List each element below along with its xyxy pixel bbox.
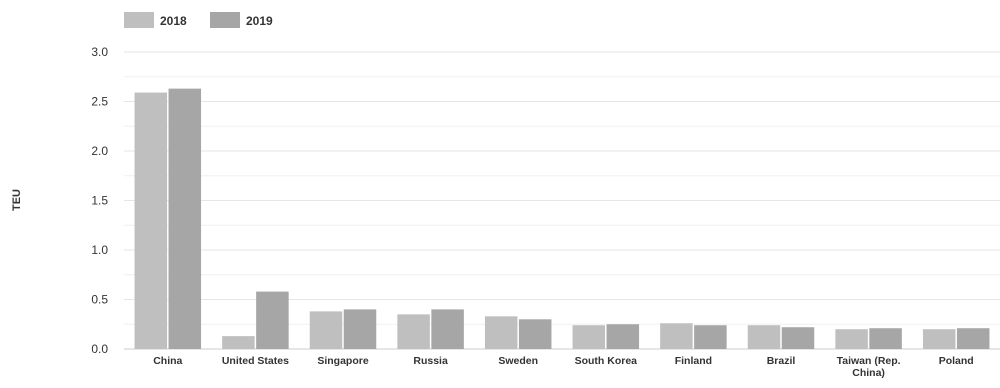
bar-2019-china[interactable]	[168, 88, 202, 349]
bar-2019-united-states[interactable]	[256, 291, 289, 349]
legend-swatch	[210, 12, 240, 28]
legend[interactable]: 2018 2019	[124, 12, 273, 28]
bar-2018-taiwan-rep-china[interactable]	[835, 329, 868, 349]
bar-2018-poland[interactable]	[922, 329, 956, 349]
x-tick-label: Finland	[675, 355, 712, 367]
bar-2019-poland[interactable]	[956, 328, 990, 349]
x-tick-label: Taiwan (Rep. China)	[837, 355, 901, 379]
bar-2018-russia[interactable]	[397, 314, 430, 349]
bar-2019-singapore[interactable]	[343, 309, 377, 349]
bars	[134, 88, 990, 349]
x-tick-label: China	[153, 355, 182, 367]
x-tick-label: South Korea	[575, 355, 638, 367]
bar-2018-south-korea[interactable]	[572, 325, 606, 349]
bar-2018-sweden[interactable]	[484, 316, 518, 349]
bar-2018-china[interactable]	[134, 92, 168, 349]
x-tick-label: Poland	[939, 355, 974, 367]
grid-layer	[124, 51, 1000, 350]
x-tick-label: Russia	[413, 355, 448, 367]
bar-2019-finland[interactable]	[694, 325, 727, 349]
y-tick-label: 2.5	[91, 95, 108, 109]
x-tick-label: Sweden	[498, 355, 538, 367]
bar-2018-united-states[interactable]	[222, 336, 255, 349]
y-tick-label: 1.0	[91, 243, 108, 257]
bar-2019-south-korea[interactable]	[606, 324, 640, 349]
y-tick-label: 0.0	[91, 342, 108, 356]
y-axis-ticks: 0.0 0.5 1.0 1.5 2.0 2.5 3.0	[91, 45, 108, 356]
y-tick-label: 1.5	[91, 194, 108, 208]
y-tick-label: 3.0	[91, 45, 108, 59]
legend-label: 2018	[160, 14, 187, 28]
y-axis-title: TEU	[11, 189, 23, 211]
bar-2018-finland[interactable]	[660, 323, 693, 349]
x-tick-label: Singapore	[317, 355, 369, 367]
bar-2019-taiwan-rep-china[interactable]	[869, 328, 902, 349]
bar-2018-brazil[interactable]	[747, 325, 781, 349]
x-axis-labels: China United States Singapore Russia Sweden S…	[153, 355, 973, 379]
bar-2019-sweden[interactable]	[518, 319, 552, 349]
bar-2019-russia[interactable]	[431, 309, 464, 349]
x-tick-label: United States	[222, 355, 289, 367]
y-tick-label: 2.0	[91, 144, 108, 158]
bar-2019-brazil[interactable]	[781, 327, 815, 349]
x-tick-label: Brazil	[767, 355, 796, 367]
legend-item-2019[interactable]: 2019	[210, 12, 273, 28]
bar-2018-singapore[interactable]	[309, 311, 343, 349]
y-tick-label: 0.5	[91, 293, 108, 307]
legend-item-2018[interactable]: 2018	[124, 12, 187, 28]
legend-swatch	[124, 12, 154, 28]
legend-label: 2019	[246, 14, 273, 28]
